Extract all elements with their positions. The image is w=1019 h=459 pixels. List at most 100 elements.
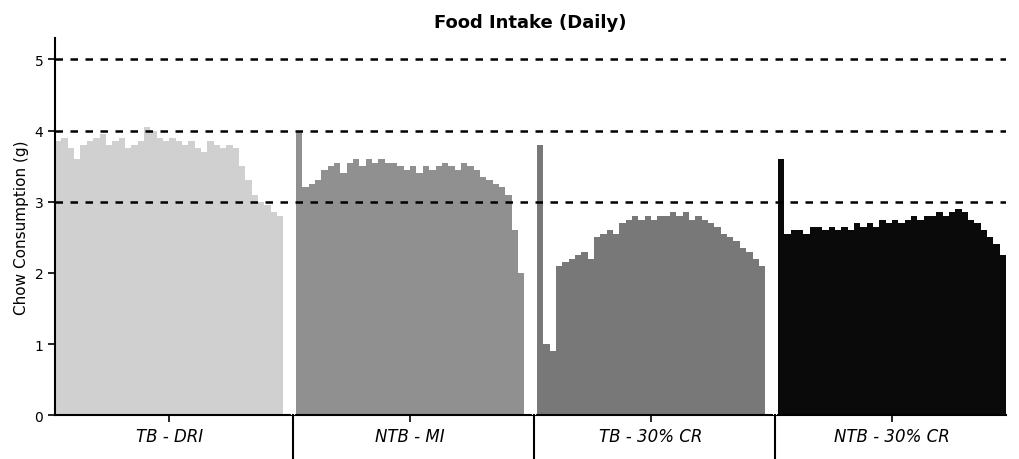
Bar (701, 220, 707, 415)
Bar (758, 266, 764, 415)
Bar (498, 188, 504, 415)
Bar (131, 146, 138, 415)
Bar (238, 167, 246, 415)
Bar (346, 163, 353, 415)
Bar (898, 224, 904, 415)
Bar (461, 163, 467, 415)
Bar (467, 167, 473, 415)
Bar (150, 131, 156, 415)
Bar (479, 178, 486, 415)
Bar (384, 163, 390, 415)
Bar (61, 138, 67, 415)
Bar (175, 142, 181, 415)
Bar (784, 234, 790, 415)
Bar (246, 181, 252, 415)
Bar (309, 185, 315, 415)
Bar (581, 252, 587, 415)
Bar (213, 146, 220, 415)
Bar (353, 160, 359, 415)
Title: Food Intake (Daily): Food Intake (Daily) (434, 14, 627, 32)
Bar (447, 167, 454, 415)
Bar (720, 234, 727, 415)
Bar (321, 170, 327, 415)
Bar (302, 188, 309, 415)
Bar (929, 217, 935, 415)
Bar (87, 142, 93, 415)
Bar (619, 224, 625, 415)
Bar (632, 217, 638, 415)
Bar (657, 217, 663, 415)
Bar (796, 231, 802, 415)
Bar (404, 170, 410, 415)
Bar (555, 266, 561, 415)
Bar (663, 217, 669, 415)
Bar (638, 220, 644, 415)
Bar (866, 224, 872, 415)
Bar (986, 238, 993, 415)
Bar (676, 217, 682, 415)
Bar (916, 220, 923, 415)
Bar (625, 220, 632, 415)
Bar (923, 217, 929, 415)
Bar (695, 217, 701, 415)
Bar (847, 231, 853, 415)
Bar (999, 256, 1005, 415)
Bar (416, 174, 423, 415)
Bar (587, 259, 593, 415)
Bar (124, 149, 131, 415)
Bar (390, 163, 397, 415)
Bar (55, 142, 61, 415)
Bar (682, 213, 689, 415)
Bar (650, 220, 657, 415)
Bar (195, 149, 201, 415)
Bar (512, 231, 518, 415)
Bar (549, 352, 555, 415)
Bar (118, 138, 124, 415)
Bar (967, 220, 973, 415)
Bar (713, 227, 720, 415)
Bar (423, 167, 429, 415)
Bar (112, 142, 118, 415)
Bar (93, 138, 100, 415)
Bar (809, 227, 815, 415)
Bar (226, 146, 232, 415)
Bar (955, 209, 961, 415)
Bar (733, 241, 739, 415)
Bar (100, 135, 106, 415)
Bar (835, 231, 841, 415)
Bar (746, 252, 752, 415)
Bar (270, 213, 277, 415)
Bar (264, 206, 270, 415)
Bar (106, 146, 112, 415)
Bar (777, 160, 784, 415)
Bar (163, 142, 169, 415)
Bar (340, 174, 346, 415)
Bar (397, 167, 404, 415)
Bar (815, 227, 821, 415)
Bar (138, 142, 144, 415)
Bar (454, 170, 461, 415)
Bar (144, 128, 150, 415)
Bar (74, 160, 81, 415)
Bar (878, 220, 884, 415)
Bar (518, 273, 524, 415)
Bar (504, 195, 512, 415)
Bar (910, 217, 916, 415)
Bar (790, 231, 796, 415)
Bar (492, 185, 498, 415)
Bar (739, 248, 746, 415)
Bar (232, 149, 238, 415)
Bar (600, 234, 606, 415)
Bar (486, 181, 492, 415)
Bar (935, 213, 942, 415)
Bar (334, 163, 340, 415)
Bar (207, 142, 213, 415)
Bar (429, 170, 435, 415)
Bar (612, 234, 619, 415)
Bar (67, 149, 74, 415)
Bar (575, 256, 581, 415)
Bar (315, 181, 321, 415)
Bar (973, 224, 980, 415)
Bar (853, 224, 859, 415)
Bar (277, 217, 283, 415)
